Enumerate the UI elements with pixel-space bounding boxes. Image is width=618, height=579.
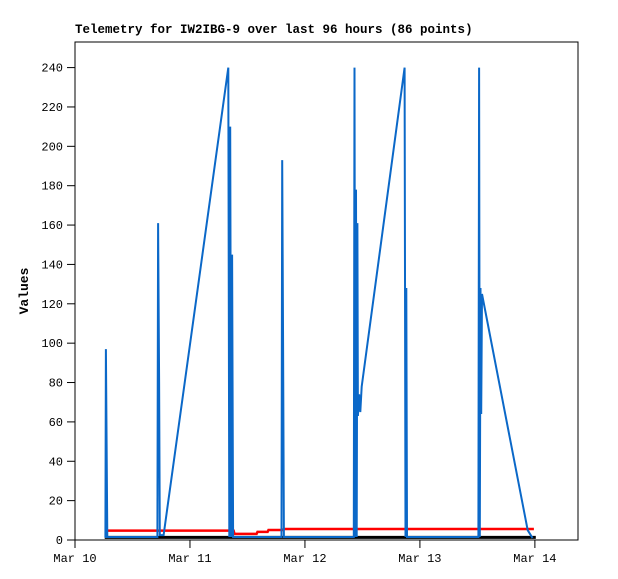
y-tick-label: 220: [41, 101, 63, 115]
chart-title: Telemetry for IW2IBG-9 over last 96 hour…: [75, 23, 473, 37]
telemetry-channel-blue: [104, 67, 534, 539]
y-tick-label: 140: [41, 258, 63, 272]
y-tick-label: 60: [49, 416, 63, 430]
y-tick-label: 240: [41, 62, 63, 76]
x-tick-label: Mar 12: [283, 552, 326, 566]
x-tick-label: Mar 10: [53, 552, 96, 566]
y-axis-label: Values: [17, 267, 32, 314]
y-tick-label: 20: [49, 495, 63, 509]
x-tick-label: Mar 13: [398, 552, 441, 566]
x-tick-label: Mar 11: [168, 552, 211, 566]
x-tick-label: Mar 14: [513, 552, 556, 566]
y-tick-label: 40: [49, 455, 63, 469]
y-tick-label: 80: [49, 377, 63, 391]
y-tick-label: 180: [41, 180, 63, 194]
plot-area: 0 20 40 60 80 100 120 140 160 180 200 220 240 Mar 10 M…: [41, 41, 579, 566]
y-tick-label: 160: [41, 219, 63, 233]
y-tick-label: 100: [41, 337, 63, 351]
y-tick-label: 0: [56, 534, 63, 548]
plot-border: [74, 41, 579, 541]
telemetry-channel-red: [104, 527, 534, 536]
y-tick-label: 200: [41, 140, 63, 154]
y-tick-label: 120: [41, 298, 63, 312]
